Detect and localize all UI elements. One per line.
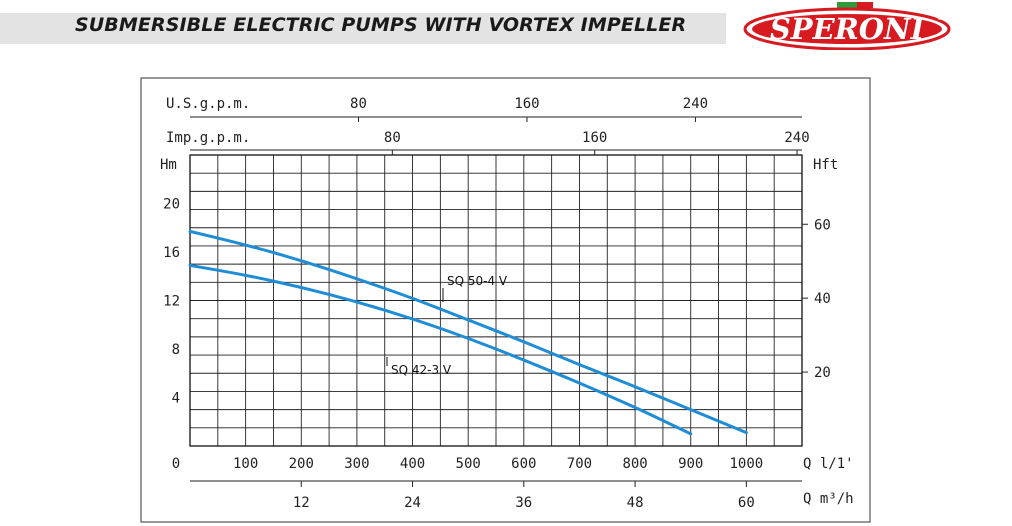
logo-registered-mark: ®: [936, 13, 944, 22]
x-tick-label: 500: [456, 456, 481, 472]
usgpm-axis-label: U.S.g.p.m.: [166, 96, 250, 112]
y-tick-label: 8: [172, 342, 180, 358]
logo-flag-green: [837, 2, 857, 8]
series-label-sq-50-4-v: SQ 50-4 V: [447, 274, 508, 288]
impgpm-tick-label: 80: [384, 130, 401, 146]
x-tick-label: 400: [400, 456, 425, 472]
impgpm-tick-label: 160: [582, 130, 607, 146]
x-tick-label: 200: [289, 456, 314, 472]
series-label-sq-42-3-v: SQ 42-3 V: [391, 363, 452, 377]
x-tick-label: 1000: [730, 456, 764, 472]
m3h-tick-label: 36: [515, 495, 532, 511]
usgpm-tick-label: 80: [350, 96, 367, 112]
chart-frame: [140, 77, 871, 523]
x-tick-label: 100: [233, 456, 258, 472]
speroni-logo: SPERONI ®: [743, 2, 951, 50]
page-title: SUBMERSIBLE ELECTRIC PUMPS WITH VORTEX I…: [75, 14, 687, 36]
curve-sq-42-3-v: [188, 263, 693, 436]
y-tick-label: 16: [163, 245, 180, 261]
hft-tick-label: 40: [814, 291, 831, 307]
chart-grid: [190, 155, 802, 446]
hft-tick-label: 60: [814, 217, 831, 233]
x-axis-unit-label: Q l/1': [803, 456, 854, 472]
hft-axis-label: Hft: [813, 157, 838, 173]
logo-inner: [752, 14, 942, 44]
chart-curves: SQ 50-4 V SQ 42-3 V: [188, 229, 748, 436]
header-band: [0, 13, 726, 44]
plot-area-border: [189, 154, 803, 447]
y-zero-label: 0: [172, 456, 180, 472]
y-axis-unit-label: Hm: [160, 157, 177, 173]
y-tick-label: 4: [172, 391, 180, 407]
x-tick-label: 600: [511, 456, 536, 472]
curve-sq-50-4-v: [188, 229, 748, 435]
m3h-tick-label: 48: [627, 495, 644, 511]
logo-text: SPERONI: [770, 12, 926, 46]
y-tick-label: 12: [163, 294, 180, 310]
impgpm-tick-label: 240: [784, 130, 809, 146]
impgpm-axis-label: Imp.g.p.m.: [166, 130, 250, 146]
usgpm-tick-label: 240: [683, 96, 708, 112]
x-tick-label: 700: [567, 456, 592, 472]
logo-flag-red: [857, 2, 873, 8]
m3h-axis-label: Q m³/h: [803, 491, 854, 507]
m3h-tick-label: 12: [293, 495, 310, 511]
m3h-tick-label: 24: [404, 495, 421, 511]
usgpm-tick-label: 160: [514, 96, 539, 112]
hft-tick-label: 20: [814, 365, 831, 381]
x-tick-label: 800: [622, 456, 647, 472]
x-tick-label: 900: [678, 456, 703, 472]
x-tick-label: 300: [344, 456, 369, 472]
y-tick-label: 20: [163, 197, 180, 213]
m3h-tick-label: 60: [738, 495, 755, 511]
